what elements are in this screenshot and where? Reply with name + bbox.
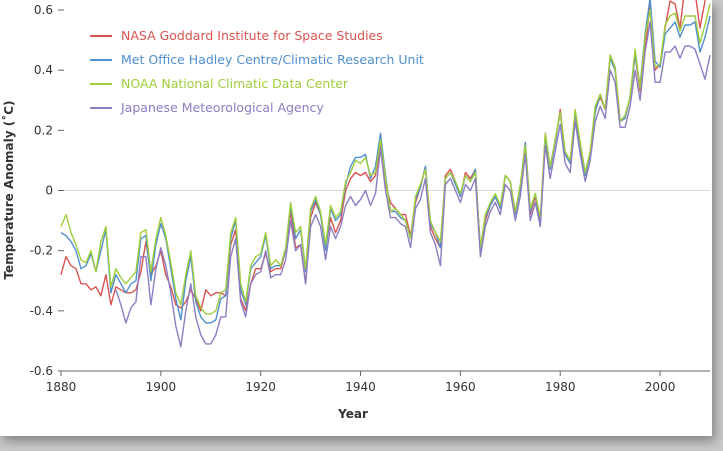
x-axis-ticks: 1880 1900 1920 1940 1960 1980 2000 [46, 370, 710, 394]
x-tick-label: 1940 [345, 380, 376, 394]
chart-card: -0.6 -0.4 -0.2 0 0.2 0.4 0.6 1880 1900 1920 1940 1… [0, 0, 712, 436]
legend-label: NOAA National Climatic Data Center [121, 76, 349, 91]
y-tick-label: 0.6 [34, 3, 53, 17]
legend-label: NASA Goddard Institute for Space Studies [121, 28, 383, 43]
x-tick-label: 2000 [645, 380, 676, 394]
legend: NASA Goddard Institute for Space Studies… [90, 28, 424, 115]
y-tick-label: -0.4 [30, 304, 53, 318]
y-tick-label: -0.6 [30, 364, 53, 378]
series-line-3 [60, 3, 711, 315]
y-axis-title: Temperature Anomaly (˚C) [1, 100, 16, 279]
y-tick-label: 0.2 [34, 123, 53, 137]
x-tick-label: 1880 [46, 380, 77, 394]
series-line-2 [60, 0, 711, 324]
series-lines [60, 0, 711, 348]
x-tick-label: 1920 [245, 380, 276, 394]
temperature-anomaly-chart: -0.6-0.4-0.200.20.40.6 1880 1900 1920 1940 1… [1, 0, 711, 421]
x-axis-title: Year [337, 407, 368, 421]
x-tick-label: 1900 [146, 380, 177, 394]
x-tick-label: 1960 [445, 380, 476, 394]
y-axis-ticks: -0.6 -0.4 -0.2 0 0.2 0.4 0.6 [30, 3, 64, 378]
y-tick-label: 0.4 [34, 63, 53, 77]
legend-label: Met Office Hadley Centre/Climatic Resear… [121, 52, 424, 67]
series-line-1 [60, 0, 706, 312]
legend-label: Japanese Meteorological Agency [120, 100, 324, 115]
series-line-4 [115, 21, 711, 348]
y-tick-label: -0.2 [30, 244, 53, 258]
y-tick-label: 0 [45, 184, 53, 198]
x-tick-label: 1980 [545, 380, 576, 394]
